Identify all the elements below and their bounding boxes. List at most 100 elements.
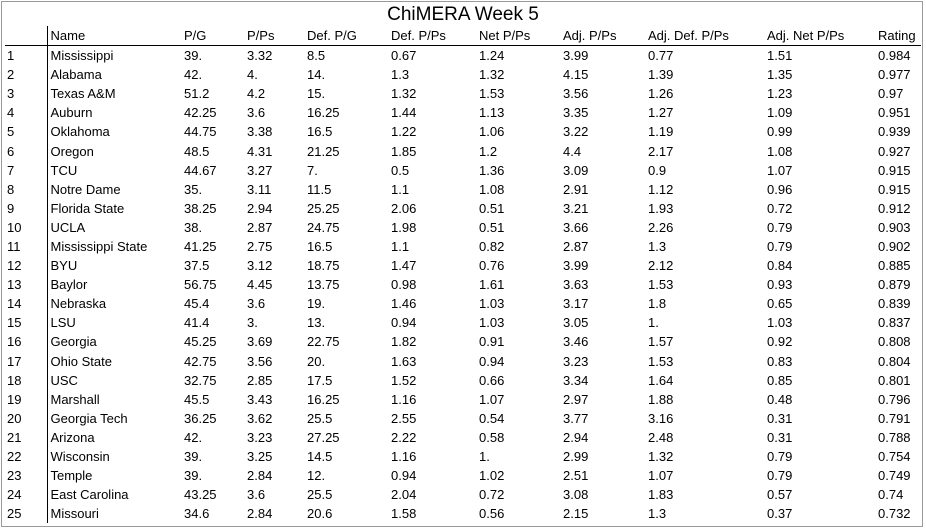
- cell-net-pps: 0.76: [479, 258, 505, 274]
- cell-pps: 3.6: [247, 296, 266, 312]
- cell-adj-pps: 3.05: [563, 315, 589, 331]
- cell-adj-def-pps: 2.17: [648, 143, 674, 159]
- cell-pps: 3.32: [247, 48, 273, 64]
- cell-pps: 3.27: [247, 162, 273, 178]
- cell-name: East Carolina: [50, 487, 129, 503]
- cell-adj-pps: 3.99: [563, 258, 589, 274]
- rankings-table: Name P/G P/Ps Def. P/G Def. P/Ps Net P/Ps Adj.…: [5, 26, 921, 524]
- cell-rating: 0.915: [878, 181, 911, 197]
- cell-adj-net-pps: 1.08: [767, 143, 793, 159]
- cell-pg: 41.4: [184, 315, 210, 331]
- table-row: 17 Ohio State 42.75 3.56 20. 1.63 0.94 3.23 1.53…: [5, 351, 921, 371]
- cell-pps: 3.: [247, 315, 258, 331]
- cell-rating: 0.903: [878, 219, 911, 235]
- column-header-pps: P/Ps: [244, 26, 304, 46]
- cell-pg: 42.: [184, 67, 203, 83]
- cell-rating: 0.885: [878, 258, 911, 274]
- cell-pg: 44.67: [184, 162, 217, 178]
- cell-adj-def-pps: 1.8: [648, 296, 667, 312]
- cell-adj-pps: 3.23: [563, 353, 589, 369]
- cell-name: Missouri: [50, 506, 99, 522]
- cell-pps: 3.11: [247, 181, 272, 197]
- cell-rank: 7: [5, 160, 48, 180]
- cell-adj-net-pps: 0.31: [767, 410, 793, 426]
- cell-def-pg: 16.5: [307, 238, 333, 254]
- cell-rank: 3: [5, 84, 48, 104]
- cell-rank: 21: [5, 427, 48, 447]
- cell-adj-pps: 3.56: [563, 86, 589, 102]
- cell-rating: 0.754: [878, 449, 911, 465]
- cell-name: LSU: [50, 315, 76, 331]
- cell-def-pps: 1.82: [391, 334, 417, 350]
- cell-pps: 2.84: [247, 506, 273, 522]
- table-row: 23 Temple 39. 2.84 12. 0.94 1.02 2.51 1.07 0.79 0.…: [5, 466, 921, 486]
- cell-net-pps: 1.32: [479, 67, 505, 83]
- cell-rank: 17: [5, 351, 48, 371]
- cell-def-pg: 22.75: [307, 334, 340, 350]
- cell-def-pg: 16.25: [307, 105, 340, 121]
- column-header-def-pg: Def. P/G: [304, 26, 388, 46]
- cell-adj-def-pps: 1.3: [648, 506, 667, 522]
- cell-rank: 4: [5, 103, 48, 123]
- cell-net-pps: 1.53: [479, 86, 505, 102]
- table-row: 2 Alabama 42. 4. 14. 1.3 1.32 4.15 1.39 1.35 0.977: [5, 65, 921, 85]
- cell-adj-def-pps: 1.32: [648, 449, 674, 465]
- cell-rank: 6: [5, 141, 48, 161]
- cell-pg: 39.: [184, 449, 203, 465]
- cell-adj-pps: 3.09: [563, 162, 589, 178]
- cell-pg: 51.2: [184, 86, 210, 102]
- cell-def-pps: 2.22: [391, 429, 417, 445]
- cell-name: TCU: [50, 162, 78, 178]
- cell-rating: 0.749: [878, 468, 911, 484]
- cell-rating: 0.984: [878, 48, 911, 64]
- table-header: Name P/G P/Ps Def. P/G Def. P/Ps Net P/Ps Adj.…: [5, 26, 921, 46]
- cell-def-pg: 13.75: [307, 277, 340, 293]
- cell-adj-net-pps: 1.07: [767, 162, 793, 178]
- cell-pg: 56.75: [184, 277, 217, 293]
- table-row: 1 Mississippi 39. 3.32 8.5 0.67 1.24 3.99 0.77 1.…: [5, 45, 921, 66]
- cell-adj-net-pps: 1.35: [767, 67, 793, 83]
- cell-def-pg: 13.: [307, 315, 326, 331]
- cell-net-pps: 1.24: [479, 48, 505, 64]
- cell-adj-def-pps: 1.07: [648, 468, 674, 484]
- cell-rank: 8: [5, 179, 48, 199]
- cell-pg: 43.25: [184, 487, 217, 503]
- cell-adj-net-pps: 0.99: [767, 124, 793, 140]
- table-row: 19 Marshall 45.5 3.43 16.25 1.16 1.07 2.97 1.88 0…: [5, 389, 921, 409]
- cell-pps: 4.45: [247, 277, 273, 293]
- cell-net-pps: 0.72: [479, 487, 505, 503]
- cell-adj-net-pps: 0.79: [767, 238, 793, 254]
- cell-adj-net-pps: 1.03: [767, 315, 793, 331]
- cell-adj-def-pps: 1.53: [648, 277, 674, 293]
- column-header-def-pps: Def. P/Ps: [388, 26, 476, 46]
- cell-def-pps: 0.98: [391, 277, 417, 293]
- cell-net-pps: 1.2: [479, 143, 498, 159]
- cell-name: Georgia Tech: [50, 410, 128, 426]
- cell-adj-net-pps: 0.93: [767, 277, 793, 293]
- cell-adj-def-pps: 1.53: [648, 353, 674, 369]
- cell-adj-def-pps: 2.48: [648, 429, 674, 445]
- cell-adj-pps: 2.51: [563, 468, 589, 484]
- cell-net-pps: 1.13: [479, 105, 505, 121]
- column-header-name: Name: [47, 26, 181, 46]
- cell-adj-def-pps: 1.64: [648, 372, 674, 388]
- cell-net-pps: 1.07: [479, 391, 505, 407]
- cell-adj-def-pps: 1.83: [648, 487, 674, 503]
- cell-adj-pps: 3.77: [563, 410, 589, 426]
- cell-rank: 16: [5, 332, 48, 352]
- cell-adj-net-pps: 0.85: [767, 372, 793, 388]
- cell-adj-def-pps: 1.12: [648, 181, 674, 197]
- cell-def-pg: 11.5: [307, 181, 332, 197]
- cell-adj-net-pps: 1.51: [767, 48, 793, 64]
- table-row: 4 Auburn 42.25 3.6 16.25 1.44 1.13 3.35 1.27 1.09…: [5, 103, 921, 123]
- cell-rank: 20: [5, 408, 48, 428]
- cell-net-pps: 1.03: [479, 315, 505, 331]
- cell-name: Ohio State: [50, 353, 112, 369]
- cell-def-pg: 21.25: [307, 143, 340, 159]
- cell-pps: 2.75: [247, 238, 273, 254]
- table-row: 22 Wisconsin 39. 3.25 14.5 1.16 1. 2.99 1.32 0.79…: [5, 446, 921, 467]
- cell-adj-pps: 2.15: [563, 506, 589, 522]
- cell-adj-pps: 2.94: [563, 429, 589, 445]
- cell-adj-def-pps: 0.77: [648, 48, 674, 64]
- table-row: 8 Notre Dame 35. 3.11 11.5 1.1 1.08 2.91 1.12 0.9…: [5, 179, 921, 199]
